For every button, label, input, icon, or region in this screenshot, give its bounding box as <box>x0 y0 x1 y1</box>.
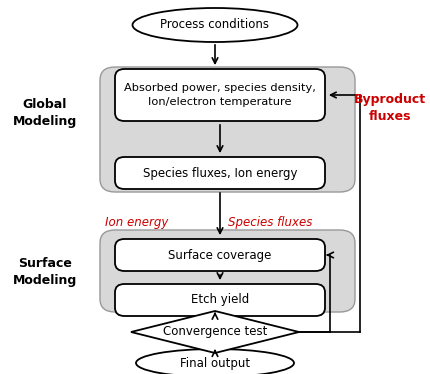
FancyBboxPatch shape <box>115 284 325 316</box>
Text: Surface
Modeling: Surface Modeling <box>13 257 77 287</box>
Polygon shape <box>131 311 299 353</box>
FancyBboxPatch shape <box>115 239 325 271</box>
FancyBboxPatch shape <box>100 67 355 192</box>
FancyBboxPatch shape <box>100 230 355 312</box>
Text: Byproduct
fluxes: Byproduct fluxes <box>354 93 426 123</box>
Text: Ion energy: Ion energy <box>104 215 168 229</box>
Text: Etch yield: Etch yield <box>191 294 249 307</box>
Text: Global
Modeling: Global Modeling <box>13 98 77 128</box>
Text: Final output: Final output <box>180 356 250 370</box>
Ellipse shape <box>132 8 298 42</box>
Text: Absorbed power, species density,
Ion/electron temperature: Absorbed power, species density, Ion/ele… <box>124 83 316 107</box>
FancyBboxPatch shape <box>115 69 325 121</box>
Text: Convergence test: Convergence test <box>163 325 267 338</box>
Text: Species fluxes, Ion energy: Species fluxes, Ion energy <box>143 166 297 180</box>
Text: Surface coverage: Surface coverage <box>168 248 272 261</box>
Text: Species fluxes: Species fluxes <box>228 215 312 229</box>
FancyBboxPatch shape <box>115 157 325 189</box>
Text: Process conditions: Process conditions <box>160 18 270 31</box>
Ellipse shape <box>136 349 294 374</box>
